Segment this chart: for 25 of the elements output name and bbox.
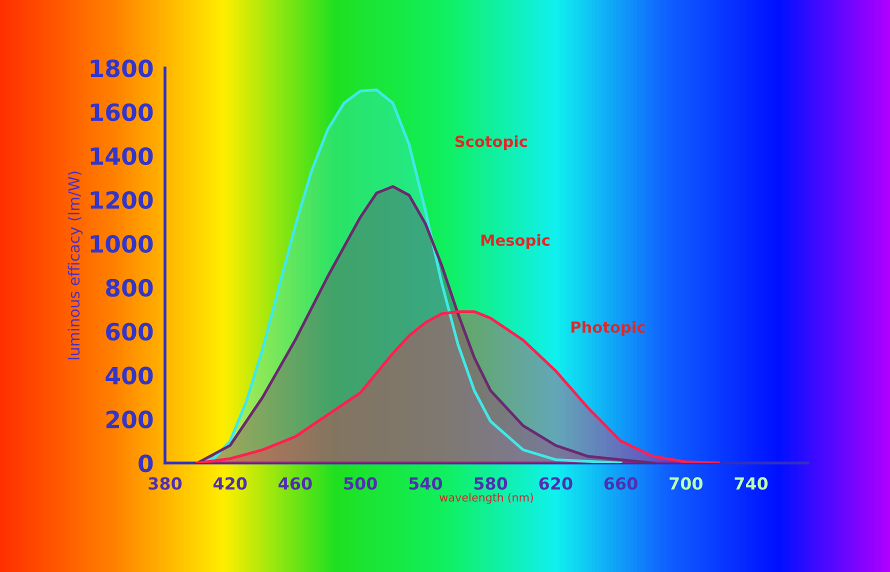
x-tick-label: 620 [539,477,572,490]
x-tick-label: 460 [278,477,312,490]
y-tick-label: 400 [106,366,153,385]
y-tick-label: 800 [106,278,153,297]
x-tick-label: 540 [409,477,442,490]
y-tick-label: 0 [138,454,153,472]
y-tick-label: 1400 [90,147,153,166]
x-tick-label: 700 [670,477,703,490]
y-axis-title: luminous efficacy (lm/W) [68,172,83,360]
text: Photopic [571,321,645,336]
x-tick-label: 500 [344,477,377,490]
y-tick-label: 1800 [90,59,153,78]
x-tick-label: 580 [474,477,508,490]
x-tick-label: 420 [213,477,247,490]
text: Scotopic [455,135,527,150]
y-tick-label: 1200 [90,191,153,209]
x-tick-label: 660 [604,477,638,490]
text: Mesopic [481,234,550,249]
x-tick-label: 380 [148,477,182,490]
x-tick-label: 740 [734,477,768,490]
x-axis-title: wavelength (nm) [440,493,533,504]
y-tick-label: 1600 [90,103,153,122]
y-tick-label: 600 [106,322,153,341]
y-tick-label: 200 [106,410,153,428]
y-tick-label: 1000 [90,235,153,253]
